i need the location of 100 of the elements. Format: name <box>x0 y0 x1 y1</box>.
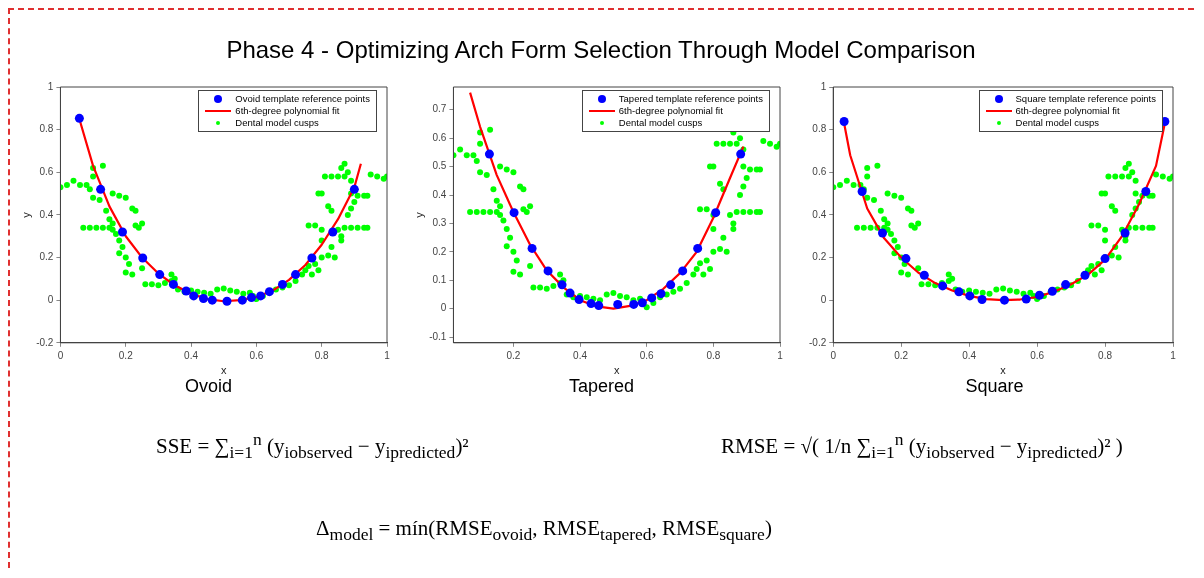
y-tick-label: 0.4 <box>812 208 827 220</box>
legend-label: Ovoid template reference points <box>235 93 370 104</box>
point <box>1034 290 1044 300</box>
x-tick-label: 0.2 <box>118 349 134 361</box>
point <box>1080 270 1090 280</box>
legend-label: Square template reference points <box>1015 93 1156 104</box>
y-tick-label: 0.4 <box>39 208 54 220</box>
point <box>96 184 106 194</box>
x-tick-label: 1 <box>384 349 391 361</box>
legend-label: 6th-degree polynomial fit <box>618 105 723 116</box>
legend-label: 6th-degree polynomial fit <box>235 105 340 116</box>
legend-label: 6th-degree polynomial fit <box>1015 105 1120 116</box>
y-tick-label: 0 <box>820 293 827 305</box>
point <box>189 291 199 301</box>
y-axis-title: y <box>412 211 425 218</box>
point <box>574 295 584 305</box>
text: Square <box>964 376 1025 397</box>
x-axis-title: x <box>220 364 227 377</box>
point <box>938 281 948 291</box>
x-tick-label: 0.2 <box>894 349 909 361</box>
point <box>693 243 703 253</box>
x-tick-label: 0.4 <box>184 349 199 361</box>
point <box>977 295 987 305</box>
point <box>1141 186 1151 196</box>
point <box>965 291 975 301</box>
point <box>74 113 84 123</box>
x-tick-label: 1 <box>777 349 784 361</box>
x-tick-label: 0 <box>830 349 837 361</box>
y-tick-label: 0.2 <box>39 251 54 263</box>
legend-label: Dental model cusps <box>235 117 319 128</box>
point <box>328 227 338 237</box>
y-axis-title: y <box>19 211 32 218</box>
x-tick-label: 0.6 <box>639 349 655 361</box>
text: RMSE = √( 1/n ∑$_{i=1}$$^{n}$ (y$_{i}$$_{observed}$ − y$_{i}$$_{predicted}$)² ) <box>721 429 1123 463</box>
y-tick-label: 1 <box>820 80 827 92</box>
point <box>307 253 317 263</box>
point <box>878 228 887 238</box>
x-tick-label: 0.2 <box>506 349 521 361</box>
y-tick-label: 0.8 <box>39 123 54 135</box>
point <box>349 184 359 194</box>
point <box>901 254 911 264</box>
text: Tapered <box>567 376 636 397</box>
point <box>629 299 639 309</box>
x-tick-label: 0.4 <box>573 349 588 361</box>
point <box>839 117 849 127</box>
point <box>246 293 256 303</box>
point <box>198 293 208 303</box>
point <box>222 296 232 306</box>
y-tick-label: 0.2 <box>432 245 447 257</box>
y-tick-label: 0 <box>440 302 447 314</box>
y-tick-label: 0.8 <box>812 123 827 135</box>
legend-label: Dental model cusps <box>1015 117 1099 128</box>
point <box>594 301 604 311</box>
x-tick-label: 0.6 <box>249 349 264 361</box>
x-tick-label: 0 <box>57 349 64 361</box>
y-tick-label: 0.6 <box>432 131 447 143</box>
point <box>278 279 287 289</box>
point <box>736 149 746 159</box>
y-tick-label: -0.2 <box>36 336 54 348</box>
x-tick-label: 0.8 <box>706 349 721 361</box>
point <box>237 295 247 305</box>
legend-label: Dental model cusps <box>618 117 703 128</box>
y-tick-label: 0 <box>47 293 54 305</box>
y-tick-label: 1 <box>47 80 54 92</box>
point <box>678 266 688 276</box>
text: Ovoid <box>184 376 233 397</box>
x-tick-label: 0.8 <box>314 349 330 361</box>
point <box>291 270 301 280</box>
point <box>637 298 647 308</box>
point <box>527 243 537 253</box>
point <box>711 208 721 218</box>
point <box>168 279 178 289</box>
point <box>117 227 127 237</box>
point <box>919 270 929 280</box>
point <box>954 287 964 297</box>
x-axis-title: x <box>1000 364 1007 377</box>
y-tick-label: 0.5 <box>432 160 447 172</box>
y-tick-label: 0.2 <box>812 251 827 263</box>
point <box>155 270 165 280</box>
point <box>666 280 676 290</box>
y-tick-label: 0.7 <box>432 103 447 115</box>
point <box>264 287 274 297</box>
point <box>543 266 553 276</box>
text: Phase 4 - Optimizing Arch Form Selection Through Model Comparison <box>225 35 977 64</box>
y-tick-label: 0.6 <box>812 166 827 178</box>
text: Δ$_{model}$ = mín(RMSE$_{ovoid}$, RMSE$_{tapered}$, RMSE$_{square}$) <box>316 516 772 545</box>
y-tick-label: 0.6 <box>39 166 54 178</box>
point <box>484 149 494 159</box>
point <box>1021 294 1031 304</box>
y-tick-label: -0.2 <box>809 336 827 348</box>
x-tick-label: 0.8 <box>1098 349 1113 361</box>
x-axis-title: x <box>613 364 620 377</box>
text: SSE = ∑$_{i=1}$$^{n}$ (y$_{i}$$_{observed}$ − y$_{i}$$_{predicted}$)² <box>156 429 469 463</box>
point <box>613 299 623 309</box>
y-tick-label: -0.1 <box>429 330 447 342</box>
x-tick-label: 0.4 <box>962 349 977 361</box>
point <box>656 289 666 299</box>
point <box>207 295 217 305</box>
point <box>586 299 596 309</box>
y-tick-label: 0.1 <box>432 274 447 286</box>
